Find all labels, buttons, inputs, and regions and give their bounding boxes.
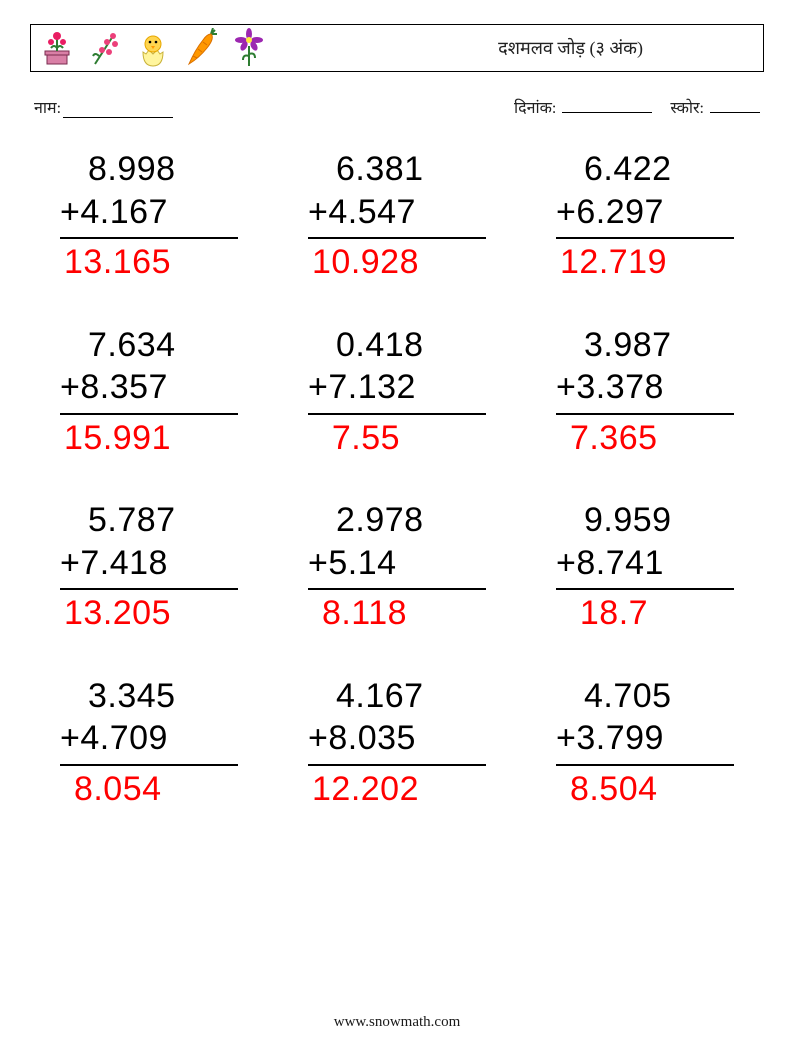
operand-b: +6.297	[556, 191, 734, 234]
operand-a: 9.959	[556, 499, 734, 542]
worksheet-title: दशमलव जोड़ (३ अंक)	[498, 36, 753, 60]
score-blank	[710, 96, 760, 113]
operand-a: 3.987	[556, 324, 734, 367]
header-icons	[37, 28, 269, 68]
operand-a: 0.418	[308, 324, 486, 367]
operand-b: +7.418	[60, 542, 238, 585]
score-label: स्कोर:	[670, 100, 704, 117]
footer-text: www.snowmath.com	[0, 1014, 794, 1031]
date-label: दिनांक:	[514, 100, 556, 117]
operand-b: +4.709	[60, 717, 238, 760]
operand-b: +4.167	[60, 191, 238, 234]
meta-row: नाम: दिनांक: स्कोर:	[34, 96, 760, 118]
answer: 10.928	[308, 241, 486, 284]
flowerpot-icon	[37, 28, 77, 68]
operand-a: 7.634	[60, 324, 238, 367]
problem-rule	[308, 588, 486, 590]
problem-10: 3.345+4.709 8.054	[60, 675, 238, 811]
problem-1: 8.998+4.167 13.165	[60, 148, 238, 284]
operand-b: +4.547	[308, 191, 486, 234]
operand-b: +7.132	[308, 366, 486, 409]
operand-a: 5.787	[60, 499, 238, 542]
answer: 13.205	[60, 592, 238, 635]
answer: 12.719	[556, 241, 734, 284]
operand-a: 8.998	[60, 148, 238, 191]
problem-8: 2.978+5.14 8.118	[308, 499, 486, 635]
operand-a: 4.705	[556, 675, 734, 718]
problem-rule	[60, 237, 238, 239]
answer: 8.118	[308, 592, 486, 635]
pink-flower-icon	[85, 28, 125, 68]
answer: 7.365	[556, 417, 734, 460]
problem-2: 6.381+4.547 10.928	[308, 148, 486, 284]
problem-4: 7.634+8.357 15.991	[60, 324, 238, 460]
chick-egg-icon	[133, 28, 173, 68]
problem-11: 4.167+8.035 12.202	[308, 675, 486, 811]
answer: 12.202	[308, 768, 486, 811]
operand-b: +8.357	[60, 366, 238, 409]
name-label: नाम:	[34, 96, 61, 118]
problem-9: 9.959+8.741 18.7	[556, 499, 734, 635]
operand-a: 3.345	[60, 675, 238, 718]
operand-b: +8.035	[308, 717, 486, 760]
operand-a: 2.978	[308, 499, 486, 542]
answer: 15.991	[60, 417, 238, 460]
operand-b: +3.378	[556, 366, 734, 409]
problem-rule	[556, 237, 734, 239]
operand-a: 6.422	[556, 148, 734, 191]
problem-5: 0.418+7.132 7.55	[308, 324, 486, 460]
operand-a: 6.381	[308, 148, 486, 191]
answer: 7.55	[308, 417, 486, 460]
problem-rule	[60, 413, 238, 415]
operand-b: +3.799	[556, 717, 734, 760]
problem-rule	[556, 413, 734, 415]
problem-rule	[308, 237, 486, 239]
operand-a: 4.167	[308, 675, 486, 718]
answer: 18.7	[556, 592, 734, 635]
problem-rule	[60, 764, 238, 766]
problem-3: 6.422+6.297 12.719	[556, 148, 734, 284]
problem-rule	[556, 764, 734, 766]
answer: 8.054	[60, 768, 238, 811]
operand-b: +8.741	[556, 542, 734, 585]
problem-7: 5.787+7.418 13.205	[60, 499, 238, 635]
problem-6: 3.987+3.378 7.365	[556, 324, 734, 460]
answer: 8.504	[556, 768, 734, 811]
purple-flower-icon	[229, 28, 269, 68]
name-blank	[63, 101, 173, 118]
problem-rule	[60, 588, 238, 590]
problem-12: 4.705+3.799 8.504	[556, 675, 734, 811]
carrot-icon	[181, 28, 221, 68]
problem-rule	[556, 588, 734, 590]
date-blank	[562, 96, 652, 113]
problems-grid: 8.998+4.16713.1656.381+4.54710.9286.422+…	[30, 148, 764, 810]
problem-rule	[308, 764, 486, 766]
problem-rule	[308, 413, 486, 415]
operand-b: +5.14	[308, 542, 486, 585]
header-box: दशमलव जोड़ (३ अंक)	[30, 24, 764, 72]
answer: 13.165	[60, 241, 238, 284]
